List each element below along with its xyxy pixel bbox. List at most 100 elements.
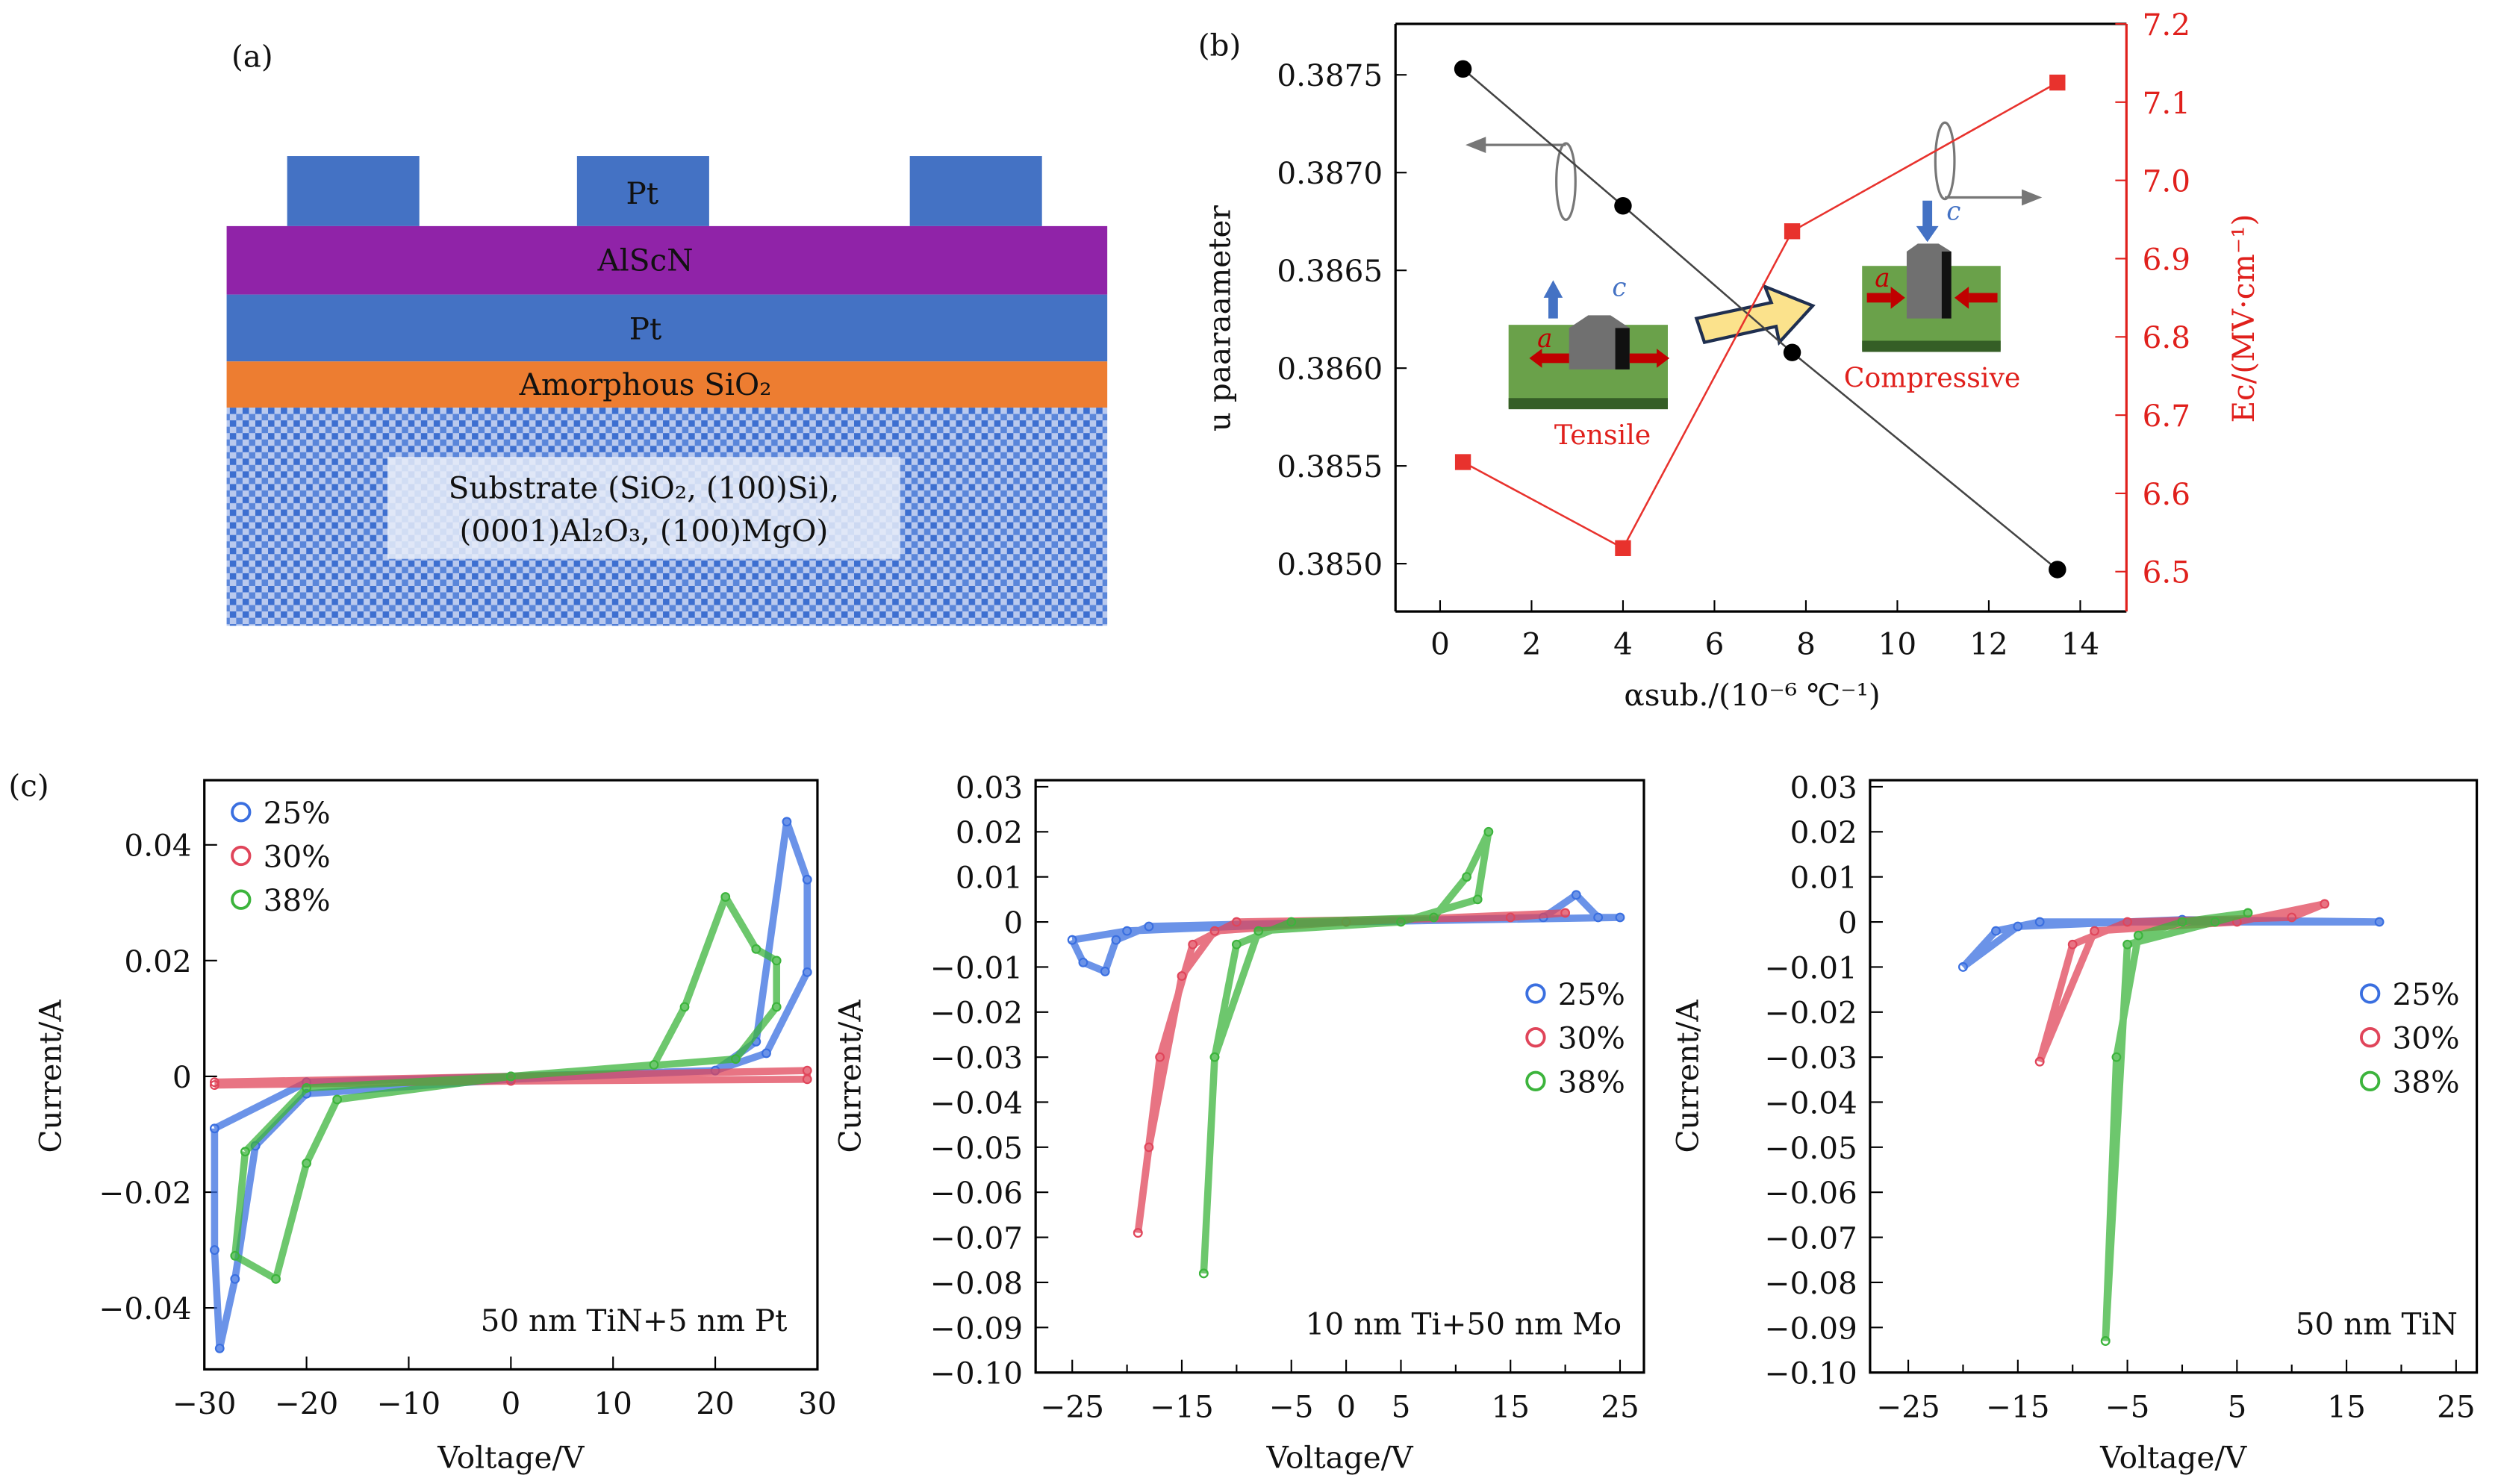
data-point [2243, 908, 2253, 918]
plots: 0 2 4 6 8 10 12 14 0.3850 0.3855 0.3860 0.3865 0.387… [33, 7, 2479, 1476]
data-point [679, 1002, 690, 1012]
data-point [230, 1273, 240, 1284]
y-axis-label: Current/A [832, 1000, 868, 1153]
y-tick-label: −0.08 [1765, 1265, 1857, 1301]
data-point [782, 817, 792, 827]
data-point [2122, 917, 2132, 927]
y-tick-label: 0.02 [124, 944, 191, 979]
x-tick-label: 30 [798, 1385, 837, 1421]
y-tick-label: −0.10 [930, 1356, 1023, 1391]
data-point [731, 1054, 741, 1064]
x-tick-label: 14 [2061, 626, 2100, 662]
y-tick-label: −0.09 [930, 1310, 1023, 1346]
legend-label: 25% [2393, 976, 2460, 1012]
legend-marker-icon [231, 802, 252, 823]
y-tick-label: 0 [1838, 905, 1857, 941]
y-tick-label: 0.03 [1790, 770, 1857, 805]
y-tick-label: −0.04 [1765, 1085, 1857, 1120]
x-tick-label: 25 [2437, 1388, 2476, 1424]
data-point [1593, 912, 1604, 923]
y-tick-label: −0.04 [930, 1085, 1023, 1120]
substrate-label-box [387, 457, 900, 559]
data-point [2034, 1056, 2045, 1067]
x-tick-label: −15 [1150, 1388, 1214, 1424]
legend-marker-icon [231, 845, 252, 867]
y-tick-label: −0.06 [930, 1175, 1023, 1211]
y-tick-label: 0.3870 [1277, 155, 1383, 191]
chart-c3: −25 −15 −5 5 15 25 −0.10 −0.09 −0.08 −0.07 −0.06 −0… [1670, 770, 2479, 1476]
data-point [302, 1083, 311, 1093]
data-point [1209, 1052, 1220, 1062]
data-point [1958, 962, 1968, 972]
data-point [1615, 912, 1625, 923]
data-point [649, 1060, 659, 1070]
y-axis-label-left: u paaraameter [1201, 205, 1237, 432]
substrate-label-line2: (0001)Al₂O₃, (100)MgO) [460, 513, 829, 549]
axis-indicator-right [1934, 121, 2043, 206]
inset-tensile: c a Tensile [1508, 273, 1670, 451]
x-tick-label: −5 [2105, 1388, 2150, 1424]
data-point [1462, 872, 1471, 882]
data-point [210, 1077, 219, 1088]
y-tick-label: 0.01 [1790, 860, 1857, 896]
data-point-ec [1784, 223, 1801, 240]
x-tick-label: 0 [1336, 1388, 1356, 1424]
x-tick-label: 5 [2227, 1388, 2246, 1424]
plot-annotation: 10 nm Ti+50 nm Mo [1306, 1306, 1622, 1341]
data-point [1144, 921, 1154, 932]
data-point [240, 1147, 250, 1157]
data-point [271, 1273, 281, 1284]
data-point [2210, 917, 2220, 927]
x-tick-label: 12 [1969, 626, 2008, 662]
y-tick-label: −0.06 [1765, 1175, 1857, 1211]
y2-tick-label: 7.1 [2143, 85, 2190, 121]
data-point [1571, 890, 1581, 900]
data-point [1991, 926, 2001, 936]
data-point [1505, 912, 1516, 923]
x-axis-label: Voltage/V [437, 1440, 585, 1476]
series-curve-38pct [231, 893, 780, 1283]
data-point [2067, 939, 2078, 950]
panel-a: (a) Pt AlScN Pt Amorphous SiO₂ Substrate… [226, 39, 1108, 626]
y-tick-label: 0.02 [956, 814, 1023, 850]
data-point [1122, 926, 1133, 936]
y-tick-label: −0.02 [1765, 995, 1857, 1031]
x-axis-label: Voltage/V [1266, 1440, 1414, 1476]
pt-electrode-middle [576, 156, 709, 226]
data-point-u [2049, 561, 2066, 579]
y-tick-label: 0.03 [956, 770, 1023, 805]
data-point [1429, 912, 1439, 923]
legend-marker-icon [1525, 983, 1546, 1004]
y-tick-label: 0.02 [1790, 814, 1857, 850]
data-point [1188, 939, 1198, 950]
data-point [210, 1245, 219, 1255]
legend-label: 38% [2393, 1064, 2460, 1100]
substrate-label-line1: Substrate (SiO₂, (100)Si), [449, 470, 840, 506]
x-tick-label: −25 [1876, 1388, 1940, 1424]
legend-label: 25% [264, 795, 331, 831]
panel-c-label: (c) [8, 768, 49, 804]
legend-marker-icon [1525, 1070, 1546, 1091]
data-point [761, 1048, 771, 1059]
y-tick-label: −0.08 [930, 1265, 1023, 1301]
series-curve-38pct [1200, 828, 1492, 1274]
data-point-u [1614, 197, 1632, 215]
legend-label: 38% [1558, 1064, 1625, 1100]
legend-label: 30% [2393, 1020, 2460, 1056]
x-tick-label: −25 [1040, 1388, 1104, 1424]
data-point [1396, 917, 1406, 927]
plot-frame [1869, 779, 2479, 1374]
data-point [2034, 917, 2045, 927]
data-point [802, 967, 812, 977]
data-point [1078, 957, 1088, 967]
y-tick-label: −0.09 [1765, 1310, 1857, 1346]
y-tick-label: 0 [1003, 905, 1023, 941]
transition-arrow-icon [1694, 284, 1816, 346]
y-tick-label: −0.03 [930, 1040, 1023, 1076]
series-curve-30pct [1134, 909, 1569, 1234]
alscn-layer [226, 225, 1108, 295]
y-tick-label: 0.3850 [1277, 546, 1383, 582]
legend-label: 38% [264, 882, 331, 918]
x-tick-label: 2 [1522, 626, 1542, 662]
panel-b-label: (b) [1198, 28, 1242, 63]
